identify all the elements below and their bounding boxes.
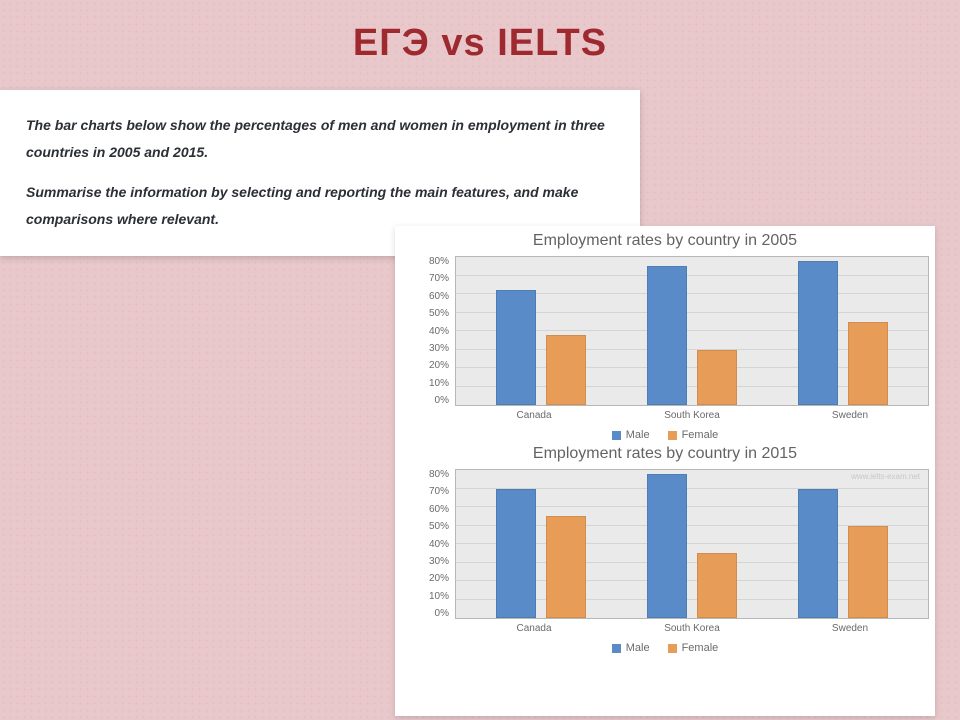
prompt-paragraph-1: The bar charts below show the percentage… [26, 112, 614, 165]
y-tick: 60% [429, 291, 449, 302]
y-tick: 20% [429, 360, 449, 371]
y-tick: 0% [435, 608, 449, 619]
y-tick: 80% [429, 469, 449, 480]
y-tick: 50% [429, 308, 449, 319]
bar-female [546, 335, 586, 405]
legend-label-female: Female [682, 429, 719, 441]
bar-male [647, 474, 687, 618]
y-tick: 10% [429, 378, 449, 389]
chart-2015-title: Employment rates by country in 2015 [401, 445, 929, 463]
bar-female [546, 516, 586, 618]
bar-male [496, 489, 536, 619]
legend-item-female: Female [668, 642, 719, 654]
legend-label-male: Male [626, 429, 650, 441]
charts-card: Employment rates by country in 2005 80% 7… [395, 226, 935, 716]
chart-2015-x-axis: CanadaSouth KoreaSweden [455, 623, 929, 634]
swatch-male [612, 644, 621, 653]
chart-2015-y-axis: 80% 70% 60% 50% 40% 30% 20% 10% 0% [401, 469, 455, 619]
swatch-female [668, 431, 677, 440]
chart-2005-title: Employment rates by country in 2005 [401, 232, 929, 250]
chart-2005: Employment rates by country in 2005 80% 7… [401, 232, 929, 441]
bar-female [848, 526, 888, 619]
x-tick: South Korea [613, 623, 771, 634]
y-tick: 70% [429, 273, 449, 284]
chart-2005-x-axis: CanadaSouth KoreaSweden [455, 410, 929, 421]
y-tick: 60% [429, 504, 449, 515]
chart-2005-y-axis: 80% 70% 60% 50% 40% 30% 20% 10% 0% [401, 256, 455, 406]
bar-male [496, 290, 536, 405]
chart-2015-legend: Male Female [401, 642, 929, 654]
bar-female [697, 350, 737, 406]
y-tick: 40% [429, 326, 449, 337]
bar-female [697, 553, 737, 618]
chart-2005-bars [456, 257, 928, 405]
legend-item-male: Male [612, 642, 650, 654]
x-tick: Canada [455, 623, 613, 634]
prompt-paragraph-2: Summarise the information by selecting a… [26, 179, 614, 232]
x-tick: South Korea [613, 410, 771, 421]
y-tick: 20% [429, 573, 449, 584]
chart-2015: Employment rates by country in 2015 80% 7… [401, 445, 929, 654]
swatch-male [612, 431, 621, 440]
bar-male [798, 261, 838, 405]
y-tick: 80% [429, 256, 449, 267]
x-tick: Sweden [771, 410, 929, 421]
y-tick: 40% [429, 539, 449, 550]
chart-2005-legend: Male Female [401, 429, 929, 441]
x-tick: Canada [455, 410, 613, 421]
y-tick: 50% [429, 521, 449, 532]
chart-2015-bars [456, 470, 928, 618]
y-tick: 70% [429, 486, 449, 497]
legend-item-male: Male [612, 429, 650, 441]
legend-item-female: Female [668, 429, 719, 441]
page-title: ЕГЭ vs IELTS [0, 22, 960, 65]
bar-male [798, 489, 838, 619]
legend-label-female: Female [682, 642, 719, 654]
y-tick: 0% [435, 395, 449, 406]
legend-label-male: Male [626, 642, 650, 654]
chart-2015-plot: www.ielts-exam.net [455, 469, 929, 619]
y-tick: 10% [429, 591, 449, 602]
y-tick: 30% [429, 343, 449, 354]
bar-female [848, 322, 888, 405]
x-tick: Sweden [771, 623, 929, 634]
chart-2005-plot [455, 256, 929, 406]
bar-male [647, 266, 687, 405]
swatch-female [668, 644, 677, 653]
y-tick: 30% [429, 556, 449, 567]
